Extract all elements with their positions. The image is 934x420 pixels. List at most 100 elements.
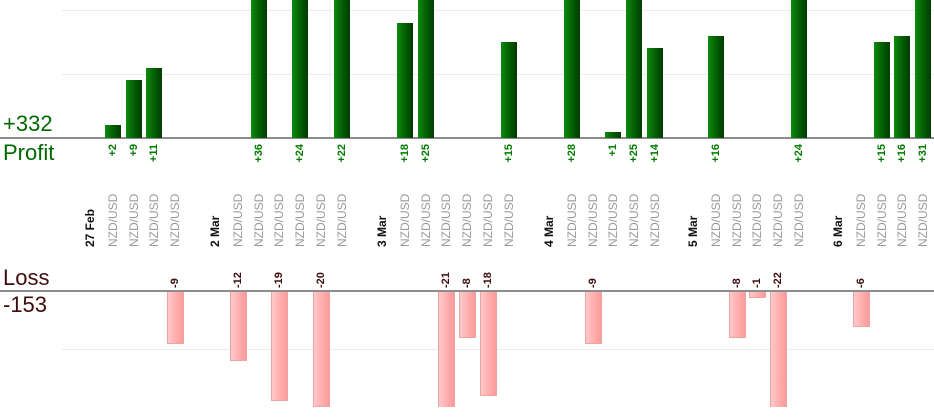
profit-bar — [146, 68, 162, 138]
date-label: 6 Mar — [831, 215, 845, 247]
symbol-label: NZD/USD — [398, 193, 412, 247]
date-label: 5 Mar — [686, 215, 700, 247]
profit-bar — [647, 48, 663, 138]
profit-value-label: +36 — [253, 144, 265, 163]
symbol-label: NZD/USD — [627, 193, 641, 247]
loss-value-label: -9 — [169, 278, 181, 288]
loss-bar — [271, 292, 288, 401]
profit-bar — [418, 0, 434, 138]
symbol-label: NZD/USD — [272, 193, 286, 247]
loss-value-label: -9 — [587, 278, 599, 288]
profit-bar — [915, 0, 931, 138]
profit-bar — [626, 0, 642, 138]
symbol-label: NZD/USD — [792, 193, 806, 247]
symbol-label: NZD/USD — [854, 193, 868, 247]
loss-bar — [749, 292, 766, 298]
symbol-label: NZD/USD — [147, 193, 161, 247]
loss-gridline-10 — [62, 349, 934, 350]
date-label: 27 Feb — [83, 208, 97, 247]
profit-bar — [501, 42, 517, 138]
loss-value-label: -21 — [440, 272, 452, 288]
profit-value-label: +11 — [148, 144, 160, 163]
profit-value-label: +16 — [896, 144, 908, 163]
profit-value-label: +31 — [917, 144, 929, 163]
profit-bar — [605, 132, 621, 138]
symbol-label: NZD/USD — [648, 193, 662, 247]
profit-value-label: +25 — [628, 144, 640, 163]
profit-value-label: +24 — [793, 144, 805, 163]
profit-zero-line — [0, 137, 934, 139]
symbol-label: NZD/USD — [709, 193, 723, 247]
loss-axis-label: Loss — [3, 265, 50, 290]
loss-value-label: -18 — [482, 272, 494, 288]
profit-bar — [126, 80, 142, 138]
symbol-label: NZD/USD — [771, 193, 785, 247]
loss-bar — [230, 292, 247, 361]
date-label: 2 Mar — [208, 215, 222, 247]
loss-bar — [585, 292, 602, 344]
date-label: 4 Mar — [542, 215, 556, 247]
profit-value-label: +24 — [294, 144, 306, 163]
symbol-label: NZD/USD — [481, 193, 495, 247]
symbol-label: NZD/USD — [730, 193, 744, 247]
date-label: 3 Mar — [375, 215, 389, 247]
loss-value-label: -19 — [273, 272, 285, 288]
symbol-label: NZD/USD — [750, 193, 764, 247]
profit-value-label: +15 — [503, 144, 515, 163]
loss-value-label: -8 — [461, 278, 473, 288]
profit-bar — [251, 0, 267, 138]
symbol-label: NZD/USD — [439, 193, 453, 247]
profit-value-label: +28 — [566, 144, 578, 163]
loss-bar — [770, 292, 787, 407]
symbol-label: NZD/USD — [106, 193, 120, 247]
profit-gridline-10 — [62, 74, 934, 75]
profit-value-label: +16 — [710, 144, 722, 163]
profit-bar — [874, 42, 890, 138]
profit-value-label: +14 — [649, 144, 661, 163]
symbol-label: NZD/USD — [168, 193, 182, 247]
profit-bar — [334, 0, 350, 138]
symbol-label: NZD/USD — [606, 193, 620, 247]
loss-value-label: -12 — [232, 272, 244, 288]
profit-value-label: +25 — [420, 144, 432, 163]
profit-value-label: +18 — [399, 144, 411, 163]
loss-zero-line — [0, 290, 934, 292]
symbol-label: NZD/USD — [335, 193, 349, 247]
loss-bar — [438, 292, 455, 407]
profit-bar — [894, 36, 910, 138]
profit-bar — [105, 125, 121, 138]
loss-bar — [167, 292, 184, 344]
loss-bar — [853, 292, 870, 327]
loss-bar — [313, 292, 330, 407]
symbol-label: NZD/USD — [252, 193, 266, 247]
loss-value-label: -20 — [315, 272, 327, 288]
symbol-label: NZD/USD — [293, 193, 307, 247]
profit-bar — [292, 0, 308, 138]
symbol-label: NZD/USD — [314, 193, 328, 247]
profit-value-label: +1 — [607, 144, 619, 157]
profit-axis-label: Profit — [3, 140, 55, 165]
symbol-label: NZD/USD — [586, 193, 600, 247]
profit-bar — [397, 23, 413, 138]
profit-value-label: +2 — [107, 144, 119, 157]
profit-bar — [791, 0, 807, 138]
loss-value-label: -22 — [772, 272, 784, 288]
symbol-label: NZD/USD — [565, 193, 579, 247]
symbol-label: NZD/USD — [502, 193, 516, 247]
symbol-label: NZD/USD — [895, 193, 909, 247]
loss-value-label: -8 — [731, 278, 743, 288]
loss-total: -153 — [3, 292, 48, 317]
symbol-label: NZD/USD — [916, 193, 930, 247]
loss-bar — [480, 292, 497, 396]
loss-bar — [729, 292, 746, 338]
symbol-label: NZD/USD — [231, 193, 245, 247]
profit-value-label: +15 — [876, 144, 888, 163]
profit-bar — [708, 36, 724, 138]
loss-value-label: -1 — [751, 278, 763, 288]
loss-value-label: -6 — [855, 278, 867, 288]
profit-gridline-20 — [62, 10, 934, 11]
loss-bar — [459, 292, 476, 338]
loss-plot-area — [0, 292, 934, 407]
profit-value-label: +9 — [128, 144, 140, 157]
